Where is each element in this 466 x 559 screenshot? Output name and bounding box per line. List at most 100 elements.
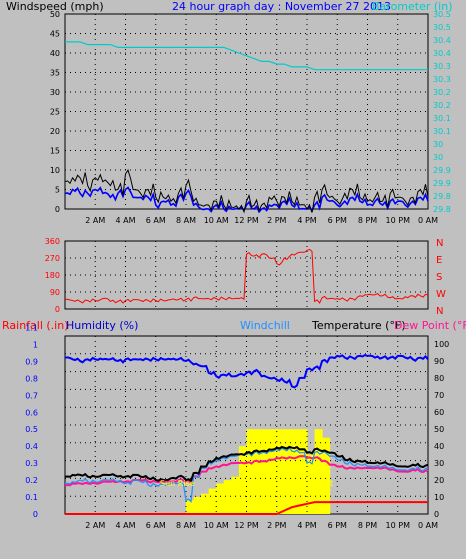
temperature-tick-label: 90: [434, 357, 444, 366]
windspeed-tick-label: 0: [55, 205, 60, 214]
rainfall-tick-label: 0.2: [25, 476, 38, 485]
rainfall-tick-label: 0.1: [25, 493, 38, 502]
temperature-tick-label: 30: [434, 459, 444, 468]
barometer-tick-label: 30.5: [433, 10, 451, 19]
barometer-tick-label: 30.3: [433, 62, 451, 71]
compass-label: E: [436, 255, 442, 266]
solar-bar: [314, 429, 323, 514]
direction-tick-label: 0: [55, 305, 60, 314]
windspeed-tick-label: 15: [50, 147, 60, 156]
x-tick-label: 4 PM: [297, 216, 316, 225]
dewpoint-line: [64, 455, 429, 487]
windspeed-tick-label: 20: [50, 127, 60, 136]
compass-label: W: [436, 289, 446, 300]
solar-bar: [208, 488, 217, 514]
windspeed-tick-label: 35: [50, 69, 60, 78]
wind-direction-line: [64, 248, 429, 304]
x-tick-label: 4 AM: [115, 216, 135, 225]
windspeed-tick-label: 5: [55, 186, 60, 195]
solar-bar: [201, 493, 210, 514]
temperature-tick-label: 80: [434, 374, 444, 383]
x-tick-label: 12 PM: [234, 521, 259, 530]
temperature-tick-label: 10: [434, 493, 444, 502]
solar-bar: [186, 500, 195, 514]
x-tick-label: 8 PM: [358, 216, 377, 225]
x-tick-label: 4 AM: [115, 521, 135, 530]
barometer-tick-label: 29.8: [433, 205, 451, 214]
barometer-tick-label: 30.5: [433, 23, 451, 32]
x-tick-label: 0 AM: [418, 521, 438, 530]
x-tick-label: 2 PM: [267, 216, 286, 225]
rainfall-tick-label: 0.5: [25, 425, 38, 434]
temperature-tick-label: 60: [434, 408, 444, 417]
temperature-axis-label: Temperature (°F): [311, 319, 406, 332]
solar-bar: [193, 497, 202, 514]
solar-bar: [322, 437, 331, 514]
temperature-tick-label: 50: [434, 425, 444, 434]
x-tick-label: 6 AM: [146, 521, 166, 530]
x-tick-label: 4 PM: [297, 521, 316, 530]
x-tick-label: 8 AM: [176, 521, 196, 530]
rainfall-tick-label: 0.4: [25, 442, 38, 451]
x-tick-label: 10 AM: [204, 521, 229, 530]
x-tick-label: 12 PM: [234, 216, 259, 225]
windspeed-tick-label: 25: [50, 108, 60, 117]
barometer-tick-label: 30.2: [433, 88, 451, 97]
direction-tick-label: 360: [45, 237, 60, 246]
sunset-annotation: Set: [320, 479, 333, 488]
solar-bar: [216, 483, 225, 514]
windspeed-tick-label: 30: [50, 88, 60, 97]
barometer-tick-label: 30.1: [433, 114, 451, 123]
windspeed-tick-label: 40: [50, 49, 60, 58]
sunrise-annotation: Sun Rise: [160, 479, 195, 488]
humidity-axis-label: Humidity (%): [66, 319, 138, 332]
x-tick-label: 0 AM: [418, 216, 438, 225]
barometer-tick-label: 30: [433, 140, 443, 149]
compass-label: N: [436, 306, 443, 317]
solar-bar: [223, 480, 232, 514]
gust-line: [64, 186, 429, 214]
barometer-tick-label: 30.4: [433, 36, 451, 45]
temperature-line: [64, 445, 429, 483]
barometer-tick-label: 30.2: [433, 101, 451, 110]
windspeed-tick-label: 50: [50, 10, 60, 19]
solar-bar: [276, 429, 285, 514]
solar-bar: [238, 446, 247, 514]
rainfall-line: [65, 501, 428, 515]
temperature-tick-label: 20: [434, 476, 444, 485]
windspeed-tick-label: 10: [50, 166, 60, 175]
rainfall-tick-label: 0.7: [25, 391, 38, 400]
direction-tick-label: 180: [45, 271, 60, 280]
rainfall-tick-label: 1: [33, 340, 38, 349]
windchill-line: [64, 447, 429, 504]
windchill-axis-label: Windchill: [240, 319, 290, 332]
barometer-axis-label: Barometer (in): [372, 0, 453, 13]
x-tick-label: 8 AM: [176, 216, 196, 225]
barometer-tick-label: 30: [433, 153, 443, 162]
solar-bar: [254, 429, 263, 514]
x-tick-label: 2 AM: [85, 216, 105, 225]
x-tick-label: 2 AM: [85, 521, 105, 530]
dewpoint-axis-label: Dew Point (°F): [394, 319, 466, 332]
rainfall-tick-label: 0.9: [25, 357, 38, 366]
direction-tick-label: 90: [50, 288, 60, 297]
barometer-tick-label: 30.3: [433, 75, 451, 84]
direction-tick-label: 270: [45, 254, 60, 263]
solar-bar: [246, 429, 255, 514]
temperature-tick-label: 70: [434, 391, 444, 400]
rainfall-tick-label: 0.8: [25, 374, 38, 383]
x-tick-label: 10 PM: [386, 216, 411, 225]
solar-bar: [261, 429, 270, 514]
barometer-tick-label: 30.1: [433, 127, 451, 136]
barometer-line: [65, 41, 428, 71]
rainfall-axis-label: Rainfall (.in): [2, 319, 69, 332]
windspeed-line: [64, 169, 429, 214]
x-tick-label: 6 PM: [328, 216, 347, 225]
windspeed-axis-label: Windspeed (mph): [6, 0, 104, 13]
chart-title: 24 hour graph day : November 27 2013: [172, 0, 391, 13]
x-tick-label: 8 PM: [358, 521, 377, 530]
temperature-tick-label: 0: [434, 510, 439, 519]
compass-label: N: [436, 238, 443, 249]
